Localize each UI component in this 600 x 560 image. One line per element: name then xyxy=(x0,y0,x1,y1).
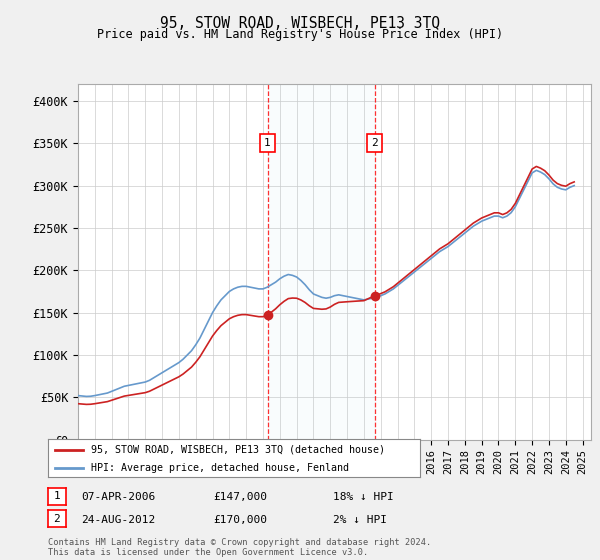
Text: 24-AUG-2012: 24-AUG-2012 xyxy=(81,515,155,525)
Text: 2: 2 xyxy=(371,138,378,148)
Text: 95, STOW ROAD, WISBECH, PE13 3TQ (detached house): 95, STOW ROAD, WISBECH, PE13 3TQ (detach… xyxy=(91,445,385,455)
Text: 07-APR-2006: 07-APR-2006 xyxy=(81,492,155,502)
Text: Contains HM Land Registry data © Crown copyright and database right 2024.
This d: Contains HM Land Registry data © Crown c… xyxy=(48,538,431,557)
Text: 2: 2 xyxy=(53,514,61,524)
Text: £170,000: £170,000 xyxy=(213,515,267,525)
Text: 2% ↓ HPI: 2% ↓ HPI xyxy=(333,515,387,525)
Text: Price paid vs. HM Land Registry's House Price Index (HPI): Price paid vs. HM Land Registry's House … xyxy=(97,28,503,41)
Text: 18% ↓ HPI: 18% ↓ HPI xyxy=(333,492,394,502)
Text: 1: 1 xyxy=(53,491,61,501)
Text: 95, STOW ROAD, WISBECH, PE13 3TQ: 95, STOW ROAD, WISBECH, PE13 3TQ xyxy=(160,16,440,31)
Bar xyxy=(268,84,374,440)
Text: HPI: Average price, detached house, Fenland: HPI: Average price, detached house, Fenl… xyxy=(91,463,349,473)
Text: 1: 1 xyxy=(264,138,271,148)
Text: £147,000: £147,000 xyxy=(213,492,267,502)
